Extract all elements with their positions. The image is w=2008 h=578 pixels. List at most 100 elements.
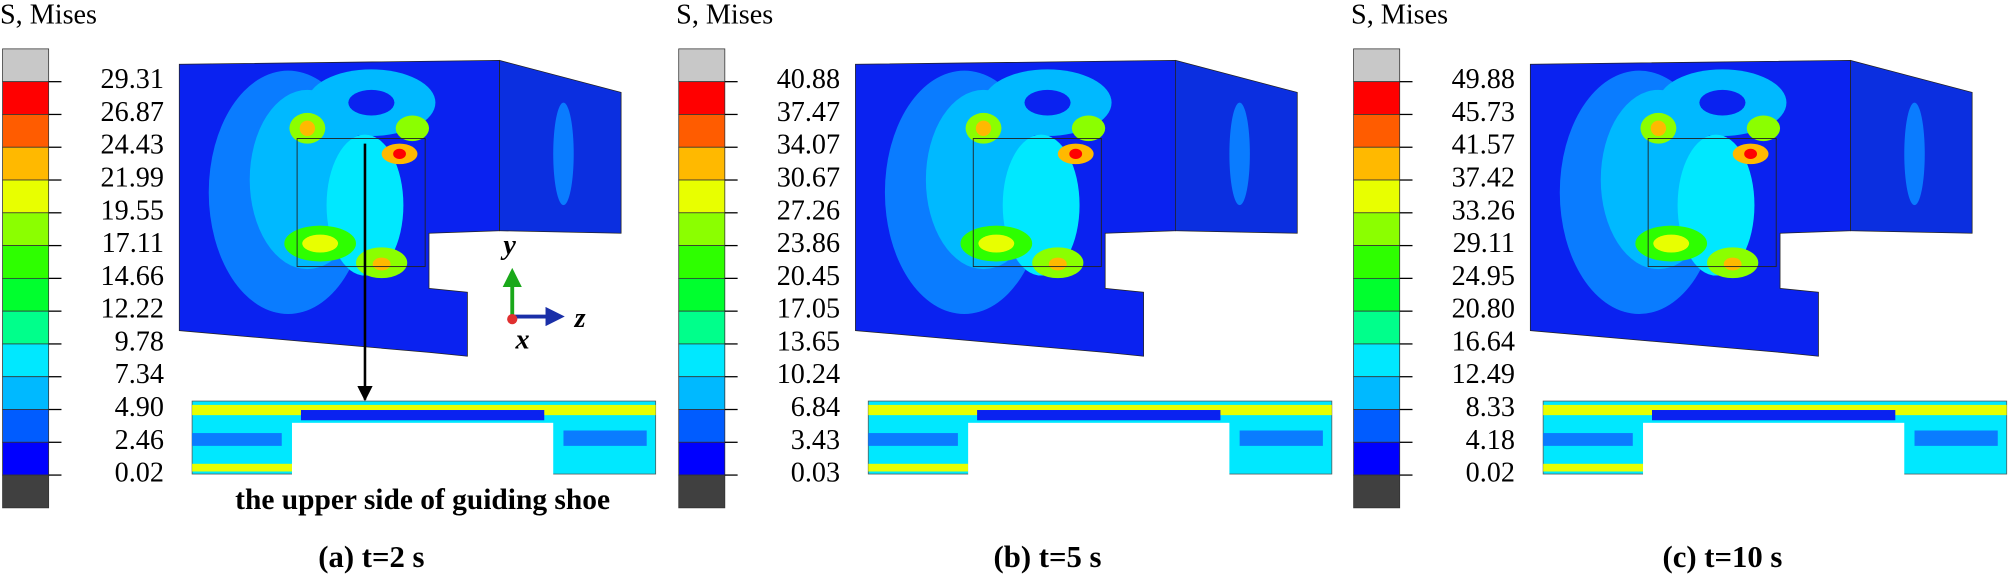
legend-label: 21.99	[101, 162, 164, 193]
legend-cell	[678, 146, 726, 181]
contour	[395, 115, 430, 142]
axis-label-x: x	[514, 325, 529, 356]
legend-cell	[1353, 376, 1401, 410]
panel: S, Mises 40.8837.4734.0730.6727.2623.8620…	[676, 0, 1333, 574]
caption: (a) t=2 s	[318, 540, 424, 574]
legend-label: 24.95	[1452, 261, 1515, 292]
legend-label: 20.80	[1452, 294, 1515, 325]
legend-label: 0.02	[115, 458, 164, 489]
legend-cell	[1353, 245, 1401, 279]
contour	[1069, 148, 1083, 160]
legend-cell	[2, 146, 50, 181]
contour	[1024, 89, 1071, 116]
legend-label: 23.86	[777, 228, 840, 259]
axis-label-y: y	[500, 230, 516, 261]
legend-cell	[2, 310, 50, 345]
contour	[1699, 89, 1746, 116]
legend-cell	[2, 343, 50, 378]
contour	[1048, 257, 1067, 271]
contour	[1229, 102, 1250, 206]
legend-cell	[678, 245, 726, 279]
legend-cell	[1353, 114, 1401, 148]
legend-cell	[678, 48, 726, 83]
legend-label: 37.47	[777, 97, 840, 128]
legend-label: 40.88	[777, 64, 840, 95]
legend-label: 12.22	[101, 294, 164, 325]
caption: (c) t=10 s	[1662, 540, 1782, 574]
axis-label-z: z	[574, 303, 586, 334]
legend-cell	[1353, 474, 1401, 509]
panel: S, Mises 49.8845.7341.5737.4233.2629.1124…	[1351, 0, 2008, 574]
legend-title: S, Mises	[676, 0, 773, 30]
body-edge	[296, 138, 426, 268]
legend-label: 10.24	[777, 359, 840, 390]
legend-label: 16.64	[1452, 326, 1515, 357]
panel: S, Mises 29.3126.8724.4321.9919.5517.1114…	[0, 0, 657, 574]
legend-cell	[1353, 48, 1401, 83]
legend-cell	[678, 474, 726, 509]
strip-band	[192, 433, 282, 446]
legend-cell	[1353, 179, 1401, 214]
strip-band	[1651, 410, 1896, 421]
legend-label: 8.33	[1466, 392, 1515, 423]
legend-cell	[2, 179, 50, 214]
strip-band	[1914, 430, 1998, 446]
legend-cell	[1353, 409, 1401, 443]
strip-band	[1543, 463, 1644, 472]
legend-label: 30.67	[777, 162, 840, 193]
contour	[1071, 115, 1106, 142]
legend-cell	[678, 212, 726, 246]
strip-band	[1239, 430, 1323, 446]
legend-label: 41.57	[1452, 130, 1515, 161]
contour	[553, 102, 574, 206]
contour	[372, 257, 391, 271]
contour	[302, 234, 339, 253]
legend-cell	[678, 409, 726, 443]
legend-cell	[1353, 146, 1401, 181]
legend-cell	[1353, 81, 1401, 115]
annotation: the upper side of guiding shoe	[235, 484, 610, 516]
strip-cutout	[968, 422, 1230, 476]
legend-label: 0.03	[791, 458, 840, 489]
contour	[1650, 120, 1667, 136]
legend-cell	[2, 212, 50, 246]
legend-label: 37.42	[1452, 162, 1515, 193]
legend-label: 14.66	[101, 261, 164, 292]
legend-title: S, Mises	[0, 0, 97, 30]
strip-cutout	[1643, 422, 1905, 476]
legend-cell	[2, 114, 50, 148]
legend-label: 49.88	[1452, 64, 1515, 95]
contour	[1904, 102, 1925, 206]
legend-label: 4.90	[115, 392, 164, 423]
legend-label: 12.49	[1452, 359, 1515, 390]
legend-label: 33.26	[1452, 195, 1515, 226]
legend-cell	[678, 310, 726, 345]
contour	[1723, 257, 1742, 271]
legend-label: 17.05	[777, 294, 840, 325]
legend-label: 0.02	[1466, 458, 1515, 489]
legend-label: 27.26	[777, 195, 840, 226]
legend-label: 9.78	[115, 326, 164, 357]
legend-cell	[2, 48, 50, 83]
legend-label: 29.11	[1453, 228, 1515, 259]
legend-cell	[678, 114, 726, 148]
legend-label: 2.46	[115, 425, 164, 456]
legend-cell	[2, 474, 50, 509]
legend-cell	[2, 245, 50, 279]
legend-label: 24.43	[101, 130, 164, 161]
legend-cell	[2, 81, 50, 115]
legend-cell	[678, 179, 726, 214]
legend-cell	[678, 81, 726, 115]
legend-cell	[2, 277, 50, 312]
contour	[975, 120, 992, 136]
legend-label: 26.87	[101, 97, 164, 128]
legend-label: 29.31	[101, 64, 164, 95]
caption: (b) t=5 s	[994, 540, 1102, 574]
legend-cell	[2, 409, 50, 443]
legend-label: 45.73	[1452, 97, 1515, 128]
legend-label: 6.84	[791, 392, 840, 423]
legend-cell	[1353, 212, 1401, 246]
legend-cell	[1353, 310, 1401, 345]
